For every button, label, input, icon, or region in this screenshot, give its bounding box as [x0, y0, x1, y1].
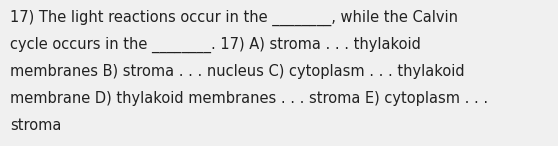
Text: cycle occurs in the ________. 17) A) stroma . . . thylakoid: cycle occurs in the ________. 17) A) str… [10, 37, 421, 53]
Text: membrane D) thylakoid membranes . . . stroma E) cytoplasm . . .: membrane D) thylakoid membranes . . . st… [10, 91, 488, 106]
Text: stroma: stroma [10, 118, 61, 133]
Text: membranes B) stroma . . . nucleus C) cytoplasm . . . thylakoid: membranes B) stroma . . . nucleus C) cyt… [10, 64, 465, 79]
Text: 17) The light reactions occur in the ________, while the Calvin: 17) The light reactions occur in the ___… [10, 10, 458, 26]
